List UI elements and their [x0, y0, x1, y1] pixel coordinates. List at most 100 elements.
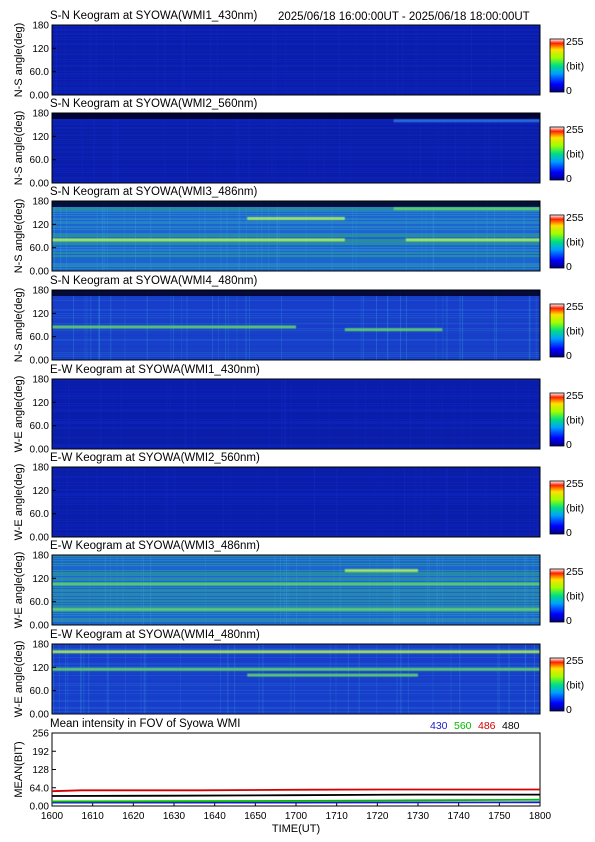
keogram-texture — [294, 644, 296, 714]
panel-frame — [51, 112, 541, 184]
keogram-texture — [52, 654, 540, 656]
panel-title: E-W Keogram at SYOWA(WMI3_486nm) — [50, 540, 260, 552]
keogram-texture — [286, 555, 288, 625]
keogram-texture — [52, 499, 540, 501]
keogram-texture — [52, 616, 540, 618]
y-tick-label: 120 — [32, 486, 49, 497]
keogram-edge — [52, 113, 540, 119]
keogram-texture — [52, 38, 540, 40]
keogram-texture — [52, 229, 540, 231]
keogram-texture — [52, 679, 540, 681]
keogram-texture — [52, 683, 540, 685]
keogram-texture — [335, 644, 337, 714]
keogram-texture — [333, 555, 335, 625]
keogram-texture — [52, 310, 540, 312]
keogram-texture — [52, 573, 540, 575]
keogram-texture — [52, 170, 540, 172]
keogram-texture — [425, 201, 427, 271]
keogram-texture — [52, 412, 540, 414]
keogram-texture — [52, 564, 540, 566]
keogram-texture — [52, 588, 540, 590]
keogram-texture — [52, 331, 540, 333]
keogram-texture — [101, 201, 103, 271]
keogram-texture — [332, 290, 334, 360]
colorbar — [549, 568, 565, 623]
keogram-texture — [52, 619, 540, 621]
keogram-texture — [52, 227, 540, 229]
panel-frame — [51, 554, 541, 626]
keogram-texture — [52, 447, 540, 449]
keogram-texture — [182, 25, 184, 95]
keogram-texture — [52, 163, 540, 165]
keogram-texture — [52, 684, 540, 686]
keogram-texture — [52, 209, 540, 211]
keogram-texture — [52, 672, 540, 674]
keogram-texture — [52, 693, 540, 695]
keogram-texture — [52, 497, 540, 499]
keogram-texture — [52, 25, 540, 27]
colorbar-unit-label: (bit) — [566, 503, 584, 515]
keogram-texture — [508, 644, 510, 714]
keogram-texture — [523, 201, 525, 271]
keogram-texture — [68, 379, 70, 449]
keogram-texture — [112, 379, 114, 449]
keogram-texture — [52, 591, 540, 593]
keogram-texture — [52, 711, 540, 713]
keogram-texture — [52, 155, 540, 157]
keogram-texture — [393, 555, 395, 625]
aurora-band — [393, 207, 540, 211]
keogram-texture — [52, 677, 540, 679]
keogram-texture — [52, 245, 540, 247]
x-tick-label: 1620 — [122, 811, 145, 822]
keogram-texture — [446, 467, 448, 537]
aurora-band — [344, 328, 443, 332]
keogram-texture — [52, 168, 540, 170]
y-tick-label: 60.0 — [30, 509, 50, 520]
keogram-texture — [52, 665, 540, 667]
keogram-texture — [52, 593, 540, 595]
keogram-texture — [52, 307, 540, 309]
keogram-texture — [467, 113, 469, 183]
keogram-texture — [52, 120, 540, 122]
keogram-texture — [376, 644, 378, 714]
keogram-texture — [285, 379, 287, 449]
keogram-texture — [52, 611, 540, 613]
keogram-texture — [52, 210, 540, 212]
keogram-texture — [52, 46, 540, 48]
keogram-texture — [525, 644, 527, 714]
y-tick-label: 60.0 — [30, 243, 50, 254]
keogram-texture — [276, 467, 278, 537]
keogram-texture — [52, 156, 540, 158]
keogram-texture — [428, 555, 430, 625]
keogram-texture — [52, 338, 540, 340]
keogram-texture — [214, 113, 216, 183]
keogram-texture — [52, 430, 540, 432]
keogram-texture — [272, 25, 274, 95]
keogram-texture — [467, 467, 469, 537]
keogram-texture — [516, 467, 518, 537]
keogram-texture — [83, 644, 85, 714]
keogram-texture — [164, 467, 166, 537]
keogram-texture — [150, 555, 152, 625]
keogram-texture — [52, 267, 540, 269]
keogram-texture — [52, 485, 540, 487]
keogram-texture — [52, 513, 540, 515]
keogram-texture — [52, 32, 540, 34]
keogram-texture — [432, 644, 434, 714]
keogram-texture — [52, 269, 540, 271]
keogram-texture — [52, 135, 540, 137]
keogram-texture — [52, 174, 540, 176]
keogram-texture — [271, 113, 273, 183]
keogram-texture — [52, 140, 540, 142]
keogram-texture — [246, 201, 248, 271]
keogram-texture — [52, 432, 540, 434]
keogram-texture — [52, 512, 540, 514]
keogram-texture — [182, 25, 184, 95]
keogram-texture — [52, 602, 540, 604]
keogram-texture — [52, 26, 540, 28]
y-tick-label: 0.00 — [30, 356, 50, 367]
keogram-texture — [52, 579, 540, 581]
keogram-texture — [52, 500, 540, 502]
keogram-texture — [267, 379, 269, 449]
keogram-texture — [52, 78, 540, 80]
